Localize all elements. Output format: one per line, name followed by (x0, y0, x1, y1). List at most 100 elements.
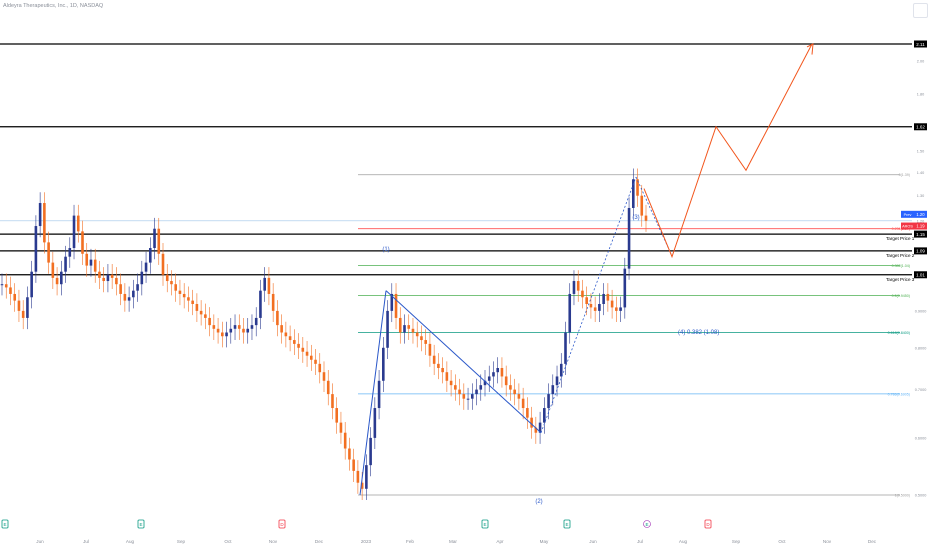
level-label: Target Price 3 (886, 277, 915, 282)
candle-body (331, 394, 334, 409)
candle-body (187, 297, 190, 301)
candle-body (293, 340, 296, 344)
candle-body (572, 281, 576, 294)
price-tick-label: 2.00 (917, 59, 924, 63)
candle-body (195, 304, 199, 311)
candle-body (140, 271, 144, 285)
candle-body (297, 343, 300, 348)
candle-body (492, 372, 495, 377)
price-tag-value-box (914, 210, 927, 218)
candle-body (81, 231, 84, 254)
price-tag-label: 2.11 (916, 42, 925, 47)
event-marker-box (137, 519, 145, 529)
time-tick-label: Apr (496, 539, 504, 544)
time-tick-label: Dec (315, 539, 324, 544)
fibonacci-layer: 0(1.39) 0.236(1.17) 0.382(1.04) 0.5(0.9450)… (0, 173, 912, 498)
candle-body (199, 310, 203, 315)
settings-icon[interactable] (913, 3, 928, 18)
candle-body (644, 215, 648, 221)
projection-layer (643, 43, 814, 259)
candle-body (445, 372, 449, 381)
price-tag-label: 1.15 (916, 232, 925, 237)
price-tag-label: 1.62 (916, 125, 925, 130)
candle-body (216, 328, 220, 333)
price-axis: 2.11 2.00 1.80 1.62 1.50 1.40 1.30 1.20 1.15 1.09… (901, 40, 927, 498)
candle-body (543, 408, 546, 423)
candle-body (0, 284, 4, 286)
candle-body (398, 317, 402, 333)
candle-body (123, 293, 127, 301)
event-marker-label: D (280, 522, 284, 527)
candle-body (615, 307, 618, 311)
candle-body (356, 470, 360, 483)
candle-body (496, 367, 500, 373)
candle-body (458, 389, 461, 395)
event-markers: E E D E E DE (1, 519, 712, 529)
fib-label: 0.786(0.6905) (888, 392, 910, 396)
candle-body (174, 284, 178, 291)
candle-body (237, 325, 241, 329)
candle-body (106, 274, 110, 282)
price-tag-label: 1.01 (916, 273, 925, 278)
price-tick-label: 0.7000 (915, 388, 927, 392)
candle-body (4, 284, 8, 288)
candle-body (479, 385, 483, 390)
candle-body (64, 256, 67, 272)
candle-body (555, 376, 559, 386)
event-marker-label: E (139, 522, 142, 527)
candle-body (517, 394, 521, 399)
levels-layer: Target Price 1 Target Price 2 Target Price… (0, 43, 915, 282)
candle-body (631, 179, 635, 208)
candle-body (246, 328, 250, 333)
time-tick-label: Nov (269, 539, 278, 544)
candle-body (102, 277, 105, 282)
fib-label: 0.236(1.17) (892, 227, 910, 231)
candle-body (373, 408, 377, 438)
wave-label-3: (3) (632, 215, 639, 221)
candle-body (428, 343, 432, 356)
candle-body (530, 417, 533, 428)
candle-body (559, 363, 563, 377)
candle-body (182, 293, 186, 298)
projection-arrowhead (806, 43, 814, 55)
price-tick-label: 1.50 (917, 149, 924, 153)
candle-body (136, 284, 139, 291)
candle-body (267, 277, 271, 294)
price-tick-label: 0.9000 (915, 309, 927, 313)
candle-body (369, 437, 372, 466)
candle-body (437, 363, 440, 368)
price-tag-box (914, 230, 927, 238)
candle-body (165, 274, 169, 282)
event-marker-box (704, 519, 712, 529)
candle-body (521, 398, 525, 409)
candles-layer (0, 168, 648, 500)
candle-body (68, 248, 72, 257)
candle-body (585, 297, 588, 305)
event-marker-box (481, 519, 489, 529)
candle-body (513, 389, 516, 395)
candle-body (598, 304, 601, 311)
candle-body (314, 359, 317, 364)
price-tag-name-box (901, 222, 914, 230)
event-marker-label: E (645, 522, 648, 527)
candle-body (424, 340, 427, 344)
wave-line-3 (540, 176, 637, 433)
candle-body (34, 226, 38, 272)
candle-body (144, 262, 148, 272)
candle-body (250, 325, 254, 329)
candle-body (161, 253, 165, 275)
chart-title: Aldeyra Therapeutics, Inc., 1D, NASDAQ (3, 3, 104, 9)
candle-body (462, 394, 466, 399)
candle-body (208, 317, 211, 326)
price-tick-label: 1.40 (917, 171, 924, 175)
time-tick-label: 2023 (361, 539, 372, 544)
candle-body (309, 355, 313, 360)
price-tick-label: 0.8000 (915, 346, 927, 350)
candle-body (76, 215, 80, 232)
candle-body (60, 271, 63, 285)
event-marker-label: E (483, 522, 486, 527)
candle-body (242, 328, 245, 333)
time-axis: Jun Jul Aug Sep Oct Nov Dec 2023 Feb Mar Apr May Jun… (36, 539, 876, 544)
price-tag-box (914, 123, 927, 131)
